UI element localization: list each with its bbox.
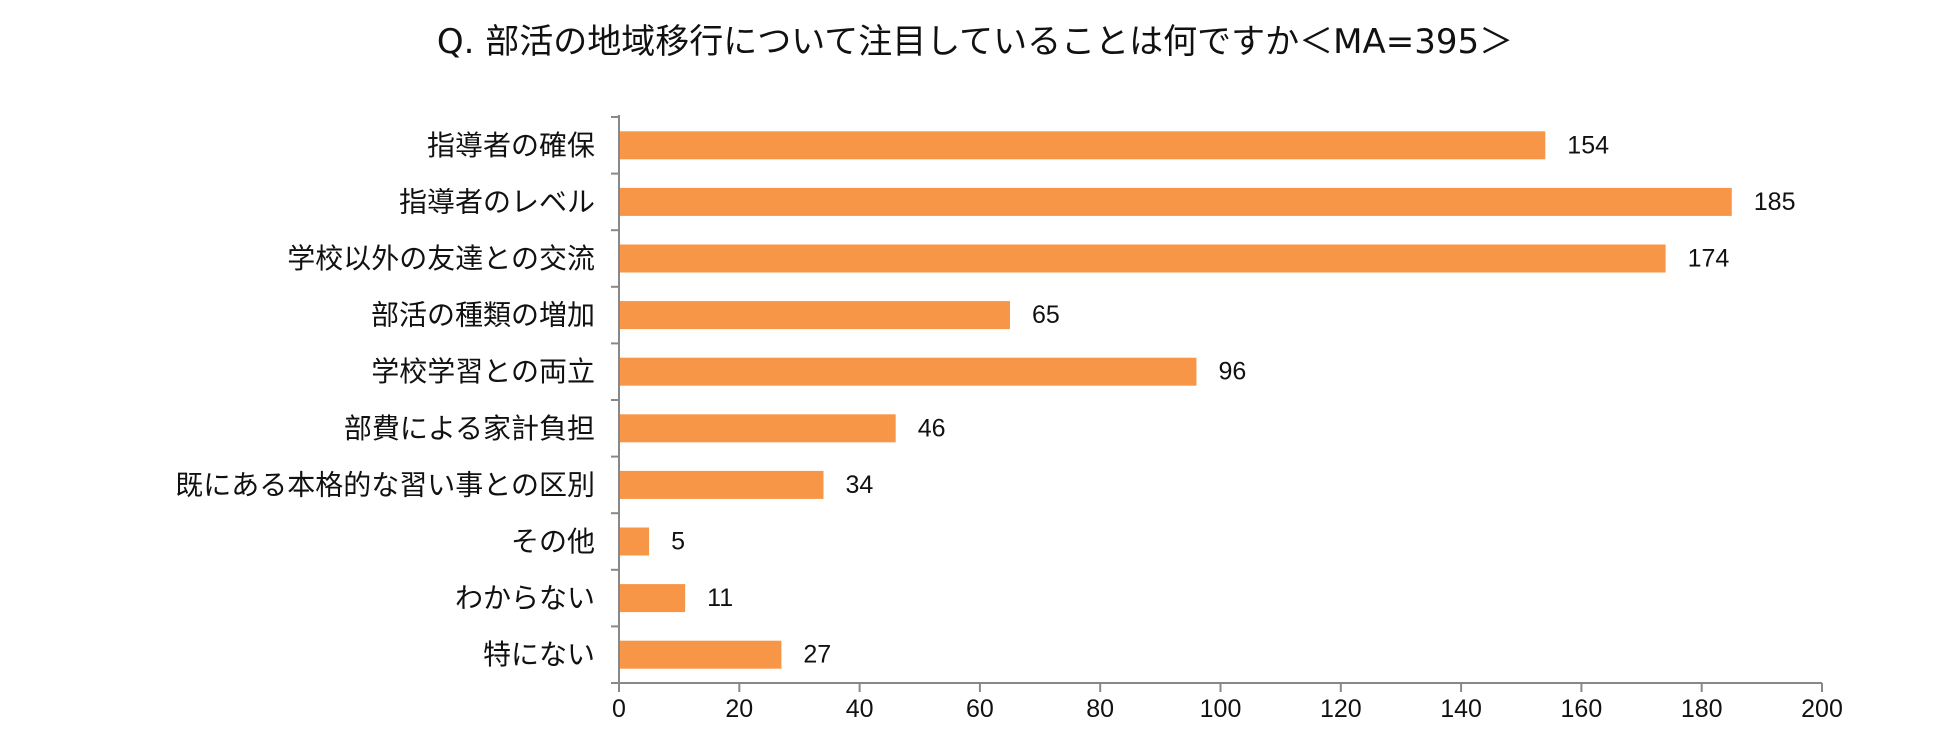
axes-group: 指導者の確保 154 指導者のレベル 185 学校以外の友達との交流 174 部活の種類の増… bbox=[175, 115, 1843, 723]
bar bbox=[619, 640, 782, 669]
category-label: 部費による家計負担 bbox=[344, 412, 595, 445]
x-tick-label: 140 bbox=[1440, 695, 1482, 723]
data-label: 5 bbox=[671, 528, 685, 556]
category-label: 部活の種類の増加 bbox=[371, 299, 595, 332]
data-label: 11 bbox=[707, 584, 733, 612]
bar bbox=[619, 470, 824, 499]
x-tick-label: 160 bbox=[1561, 695, 1603, 723]
chart-title: Q. 部活の地域移行について注目していることは何ですか＜MA=395＞ bbox=[436, 22, 1514, 62]
x-tick-label: 40 bbox=[846, 695, 874, 723]
bar bbox=[619, 301, 1010, 330]
data-label: 96 bbox=[1218, 358, 1246, 386]
x-tick-label: 200 bbox=[1801, 695, 1843, 723]
data-label: 46 bbox=[918, 414, 946, 442]
bar bbox=[619, 414, 896, 443]
category-label: わからない bbox=[455, 582, 595, 615]
data-label: 27 bbox=[803, 641, 831, 669]
bar bbox=[619, 584, 686, 613]
bar bbox=[619, 131, 1546, 160]
bar bbox=[619, 244, 1666, 273]
x-tick-label: 120 bbox=[1320, 695, 1362, 723]
x-tick-label: 80 bbox=[1086, 695, 1114, 723]
x-tick-label: 180 bbox=[1681, 695, 1723, 723]
category-label: 既にある本格的な習い事との区別 bbox=[175, 468, 595, 501]
bar bbox=[619, 187, 1732, 216]
data-label: 154 bbox=[1567, 131, 1609, 159]
x-tick-label: 20 bbox=[725, 695, 753, 723]
category-label: その他 bbox=[511, 525, 595, 558]
bar bbox=[619, 357, 1197, 386]
category-label: 学校学習との両立 bbox=[371, 355, 595, 388]
data-label: 174 bbox=[1688, 245, 1730, 273]
data-label: 185 bbox=[1754, 188, 1796, 216]
x-tick-label: 0 bbox=[612, 695, 626, 723]
bars-group bbox=[619, 131, 1732, 669]
category-label: 特にない bbox=[483, 638, 595, 671]
x-tick-label: 60 bbox=[966, 695, 994, 723]
x-tick-label: 100 bbox=[1200, 695, 1242, 723]
category-label: 学校以外の友達との交流 bbox=[287, 242, 595, 275]
data-label: 65 bbox=[1032, 301, 1060, 329]
bar bbox=[619, 527, 650, 556]
category-label: 指導者のレベル bbox=[399, 185, 595, 218]
category-label: 指導者の確保 bbox=[427, 129, 595, 162]
data-label: 34 bbox=[846, 471, 874, 499]
